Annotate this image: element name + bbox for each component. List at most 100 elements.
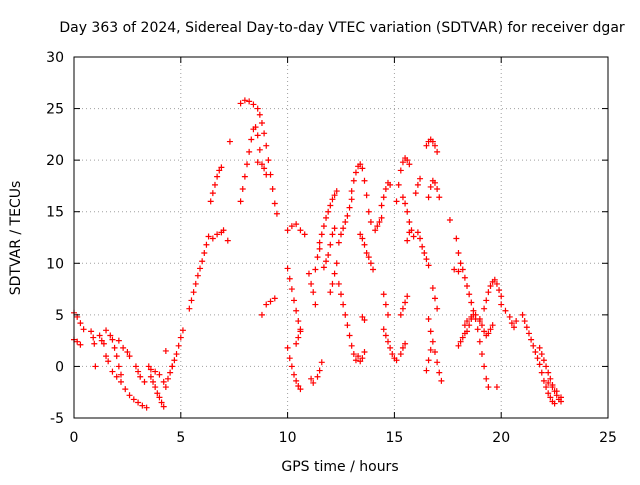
data-point [498,301,505,308]
data-point [361,317,368,324]
data-point [406,161,413,168]
data-point [404,208,411,215]
data-point [293,377,300,384]
data-point [487,282,494,289]
data-point [402,340,409,347]
data-point [92,363,99,370]
data-point [483,375,490,382]
axis-ticks [73,56,609,419]
data-point [143,404,150,411]
x-tick-label: 20 [492,430,510,446]
data-point [365,208,372,215]
data-point [207,198,214,205]
data-point [338,231,344,238]
data-point [372,227,379,234]
data-point [312,266,319,273]
data-point [284,265,291,272]
data-point [348,342,355,349]
data-point [508,320,515,327]
data-point [532,348,539,355]
data-point [126,392,133,399]
data-point [246,148,253,155]
data-point [434,305,441,312]
data-point [98,337,105,344]
data-point [310,289,317,296]
plot-frame [73,56,609,419]
data-point [348,196,355,203]
data-point [455,249,462,256]
data-point [511,324,518,331]
series-arc-h [252,124,278,318]
data-point [461,322,468,329]
data-point [384,338,391,345]
data-point [355,353,362,360]
data-point [457,338,464,345]
data-point [293,221,300,228]
data-point [314,254,321,261]
data-point [284,344,291,351]
series-arc-w [536,344,565,405]
series-arc-r [423,136,445,384]
data-point [474,326,481,333]
data-point [528,336,535,343]
data-point [389,351,396,358]
data-point [491,276,498,283]
data-point [498,293,505,300]
data-point [395,181,402,188]
data-point [244,161,251,168]
data-point [107,332,114,339]
data-point [455,268,462,275]
data-point [485,289,492,296]
data-point [261,130,268,137]
data-point [77,341,84,348]
data-point [331,270,338,277]
data-point [363,192,370,199]
series-arc-l [335,196,359,364]
data-point [378,202,385,209]
data-point [214,231,221,238]
data-point [344,322,351,329]
data-point [190,289,197,296]
data-point [258,161,265,168]
data-point [493,384,500,391]
data-point [543,363,550,370]
data-point [258,120,265,127]
data-point [323,214,330,221]
data-point [291,297,298,304]
data-point [427,328,434,335]
data-point [350,351,357,358]
data-point [318,231,325,238]
data-point [135,368,142,375]
data-point [419,243,426,250]
data-point [291,371,298,378]
data-point [547,375,554,382]
data-point [487,326,494,333]
data-point [152,368,159,375]
data-point [393,357,400,364]
data-point [399,159,406,166]
data-point [199,258,206,265]
data-point [525,330,532,337]
data-point [137,373,144,380]
data-point [523,324,530,331]
series-arc-q [412,175,432,269]
data-point [103,327,110,334]
data-point [203,241,210,248]
data-point [549,384,556,391]
data-point [323,258,330,265]
data-point [361,177,368,184]
data-point [365,254,372,261]
data-point [271,200,278,207]
y-tick-label: 0 [55,359,64,375]
data-point [320,223,327,230]
data-point [224,237,231,244]
data-point [338,291,344,298]
data-point [100,340,107,347]
data-point [380,291,387,298]
data-point [451,266,458,273]
x-tick-labels: 0 5 10 15 20 25 [70,430,617,446]
data-point [540,377,547,384]
data-point [171,357,178,364]
data-point [427,183,434,190]
